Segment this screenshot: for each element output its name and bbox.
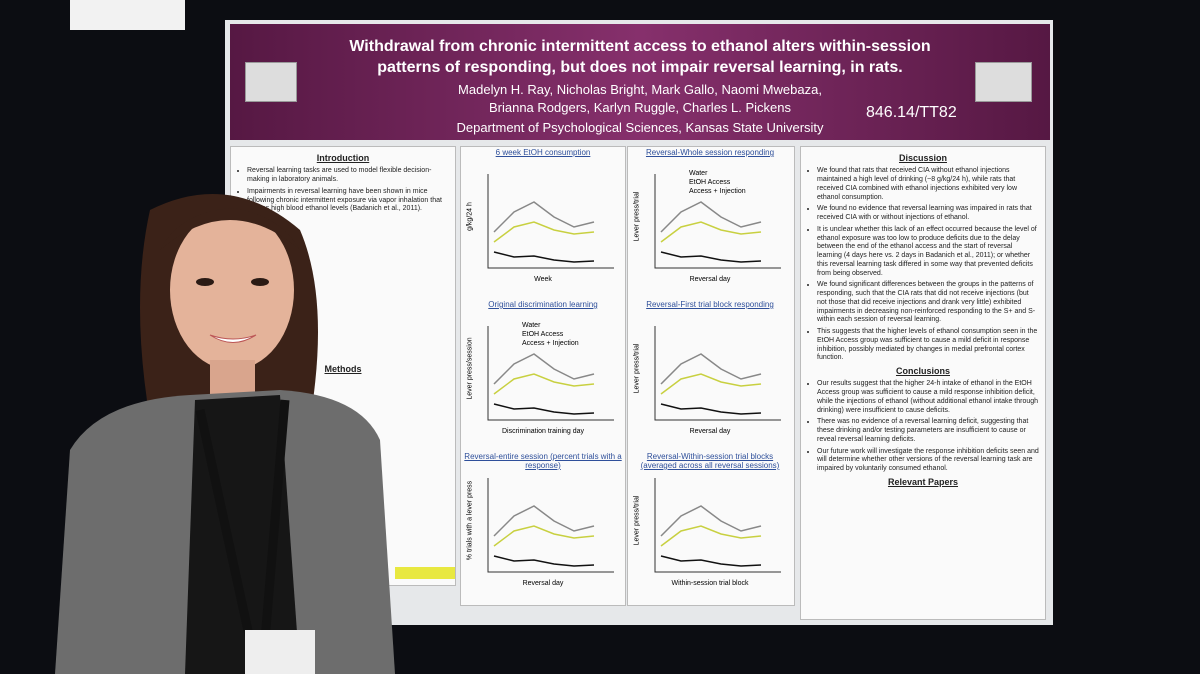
bullet: Reversal learning tasks are used to mode… bbox=[247, 167, 449, 185]
bullet: We found that rats that received CIA wit… bbox=[817, 167, 1039, 202]
chart-title: Original discrimination learning bbox=[488, 300, 598, 309]
list: Reversal learning tasks are used to mode… bbox=[237, 167, 449, 214]
heading: Relevant Papers bbox=[887, 476, 959, 487]
x-axis-label: Discrimination training day bbox=[501, 428, 585, 435]
legend-entry: Access + Injection bbox=[689, 188, 746, 195]
face bbox=[170, 210, 294, 370]
chart-plot bbox=[487, 478, 614, 573]
x-axis-label: Week bbox=[534, 276, 552, 283]
bullet: There was no evidence of a reversal lear… bbox=[817, 418, 1039, 444]
logo bbox=[245, 62, 297, 102]
title: Withdrawal from chronic intermittent acc… bbox=[349, 38, 931, 55]
chart-title: Reversal-entire session (percent trials … bbox=[464, 452, 622, 470]
x-axis-label: Reversal day bbox=[689, 276, 731, 283]
chart-title: Reversal-First trial block responding bbox=[646, 300, 774, 309]
bullet: We found no evidence that reversal learn… bbox=[817, 205, 1039, 223]
heading: Introduction bbox=[316, 153, 370, 163]
chart-plot bbox=[654, 174, 781, 269]
heading: Methods bbox=[324, 364, 362, 374]
department: Department of Psychological Sciences, Ka… bbox=[456, 120, 824, 135]
chart-plot bbox=[487, 174, 614, 269]
chart-plot bbox=[654, 326, 781, 421]
list: Our results suggest that the higher 24-h… bbox=[807, 380, 1039, 474]
x-axis-label: Reversal day bbox=[522, 580, 564, 587]
list: We found that rats that received CIA wit… bbox=[807, 167, 1039, 363]
chart-title: Reversal-Within-session trial blocks (av… bbox=[640, 452, 780, 470]
bullet: Our results suggest that the higher 24-h… bbox=[817, 380, 1039, 415]
badge bbox=[245, 630, 315, 674]
bullet: This suggests that the higher levels of … bbox=[817, 328, 1039, 363]
lanyard bbox=[195, 399, 290, 641]
poster-header bbox=[230, 24, 1050, 140]
smile bbox=[209, 334, 257, 343]
chart-title: 6 week EtOH consumption bbox=[495, 148, 591, 157]
bullet: Impairments in reversal learning have be… bbox=[247, 188, 449, 214]
legend-entry: Access + Injection bbox=[522, 340, 579, 347]
chart-plot bbox=[487, 326, 614, 421]
bullet: Our future work will investigate the res… bbox=[817, 448, 1039, 474]
x-axis-label: Within-session trial block bbox=[671, 580, 749, 587]
heading: Conclusions bbox=[895, 366, 950, 376]
bullet: We found significant differences between… bbox=[817, 281, 1039, 325]
bullet: It is unclear whether this lack of an ef… bbox=[817, 226, 1039, 279]
authors: Brianna Rodgers, Karlyn Ruggle, Charles … bbox=[488, 100, 792, 115]
legend-entry: Water bbox=[522, 322, 541, 329]
legend-entry: EtOH Access bbox=[522, 331, 564, 338]
heading: Discussion bbox=[898, 153, 947, 163]
eye bbox=[196, 278, 214, 286]
title: patterns of responding, but does not imp… bbox=[377, 59, 903, 76]
chart-plot bbox=[654, 478, 781, 573]
legend-entry: EtOH Access bbox=[689, 179, 731, 186]
authors: Madelyn H. Ray, Nicholas Bright, Mark Ga… bbox=[458, 82, 822, 97]
x-axis-label: Reversal day bbox=[689, 428, 731, 435]
hair bbox=[160, 208, 300, 250]
highlight-bar bbox=[395, 567, 455, 579]
legend-entry: Water bbox=[689, 170, 708, 177]
paper-note bbox=[70, 0, 185, 30]
logo bbox=[975, 62, 1032, 102]
discussion-column: Discussion We found that rats that recei… bbox=[800, 146, 1046, 620]
poster-number: 846.14/TT82 bbox=[866, 104, 957, 121]
chart-title: Reversal-Whole session responding bbox=[645, 148, 775, 157]
eye bbox=[251, 278, 269, 286]
